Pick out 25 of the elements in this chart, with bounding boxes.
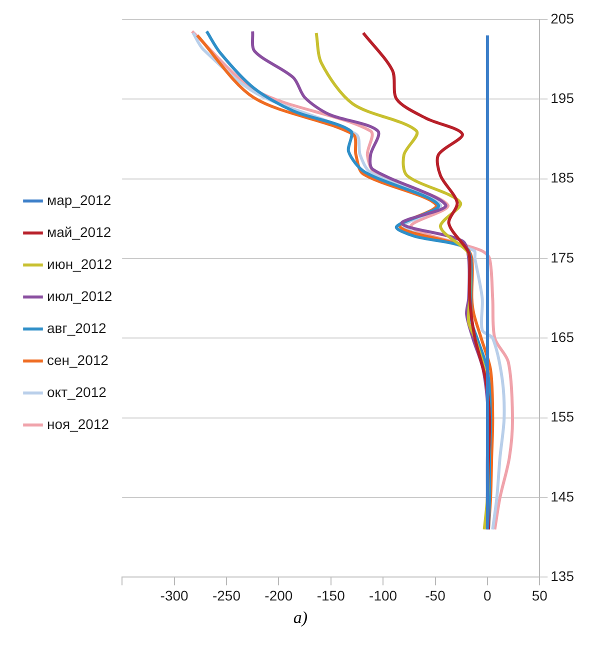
- legend-label: мар_2012: [47, 192, 112, 208]
- legend-label: май_2012: [47, 224, 112, 240]
- y-tick-label: 135: [550, 568, 574, 584]
- y-tick-label: 165: [550, 329, 574, 345]
- x-tick-label: -150: [316, 587, 346, 604]
- x-tick-label: -250: [212, 587, 241, 604]
- y-tick-label: 155: [550, 408, 574, 425]
- x-tick-label: 0: [484, 587, 492, 604]
- text: a): [292, 608, 309, 628]
- x-tick-label: 50: [532, 587, 548, 604]
- legend-label: окт_2012: [47, 384, 107, 400]
- x-tick-label: -50: [425, 587, 446, 604]
- y-tick-label: 145: [550, 488, 574, 504]
- x-tick-label: -200: [264, 587, 293, 604]
- legend-label: сен_2012: [47, 352, 109, 368]
- legend-label: июл_2012: [47, 288, 112, 304]
- y-tick-label: 195: [550, 90, 574, 106]
- legend-label: авг_2012: [47, 320, 106, 336]
- y-tick-label: 175: [550, 249, 574, 266]
- y-tick-label: 185: [550, 170, 574, 186]
- legend-label: июн_2012: [47, 256, 112, 272]
- x-tick-label: -300: [160, 587, 189, 604]
- legend-label: ноя_2012: [47, 416, 110, 432]
- y-tick-label: 205: [550, 10, 574, 26]
- x-tick-label: -100: [369, 587, 398, 604]
